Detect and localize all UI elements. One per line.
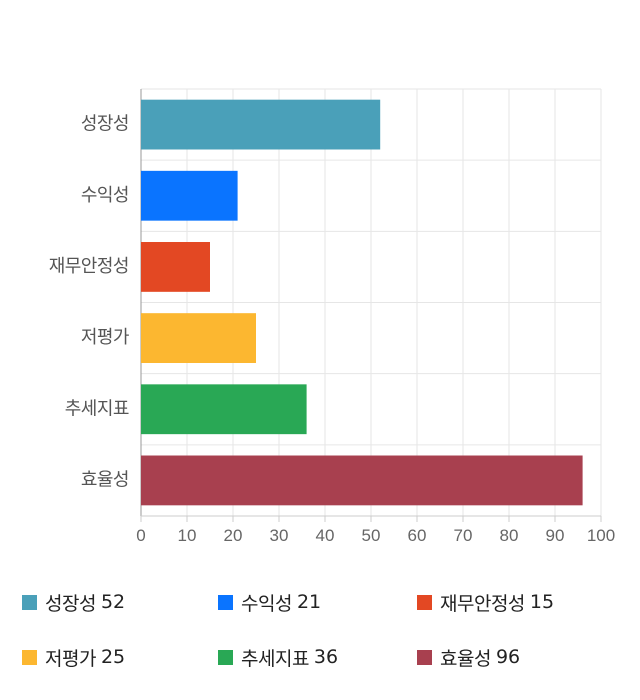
legend-swatch [417, 650, 432, 665]
legend-item: 저평가 25 [22, 643, 125, 671]
legend-label: 효율성 [440, 644, 491, 671]
legend: 성장성 52 수익성 21 재무안정성 15 저평가 25 추세지표 36 효율성 96 [0, 580, 640, 690]
y-tick-label: 추세지표 [65, 398, 129, 419]
legend-label: 재무안정성 [440, 589, 525, 616]
legend-label: 성장성 [45, 589, 96, 616]
x-tick-label: 90 [546, 526, 565, 545]
x-tick-label: 60 [408, 526, 427, 545]
y-tick-label: 수익성 [81, 185, 129, 206]
bar-4 [141, 384, 307, 434]
y-tick-label: 성장성 [81, 114, 129, 135]
bar-1 [141, 171, 238, 221]
legend-swatch [218, 595, 233, 610]
legend-item: 추세지표 36 [218, 643, 338, 671]
x-axis-ticks: 0 10 20 30 40 50 60 70 80 90 100 [136, 516, 615, 545]
legend-swatch [22, 650, 37, 665]
x-tick-label: 100 [587, 526, 615, 545]
y-tick-label: 재무안정성 [49, 256, 129, 277]
legend-value: 15 [530, 591, 554, 613]
x-tick-label: 80 [500, 526, 519, 545]
grid-lines [141, 89, 601, 516]
y-tick-label: 저평가 [81, 327, 129, 348]
y-tick-label: 효율성 [81, 469, 129, 490]
x-tick-label: 70 [454, 526, 473, 545]
legend-item: 재무안정성 15 [417, 588, 554, 616]
x-tick-label: 10 [178, 526, 197, 545]
bar-0 [141, 100, 380, 150]
legend-item: 성장성 52 [22, 588, 125, 616]
legend-value: 96 [496, 646, 520, 668]
legend-value: 52 [101, 591, 125, 613]
x-tick-label: 20 [224, 526, 243, 545]
legend-swatch [417, 595, 432, 610]
x-tick-label: 50 [362, 526, 381, 545]
bar-5 [141, 456, 583, 506]
legend-value: 36 [314, 646, 338, 668]
legend-label: 수익성 [241, 589, 292, 616]
x-tick-label: 40 [316, 526, 335, 545]
x-tick-label: 0 [136, 526, 145, 545]
legend-swatch [218, 650, 233, 665]
x-tick-label: 30 [270, 526, 289, 545]
legend-item: 수익성 21 [218, 588, 321, 616]
legend-item: 효율성 96 [417, 643, 520, 671]
legend-value: 25 [101, 646, 125, 668]
bar-2 [141, 242, 210, 292]
legend-label: 저평가 [45, 644, 96, 671]
legend-value: 21 [297, 591, 321, 613]
legend-swatch [22, 595, 37, 610]
legend-label: 추세지표 [241, 644, 309, 671]
bar-3 [141, 313, 256, 363]
